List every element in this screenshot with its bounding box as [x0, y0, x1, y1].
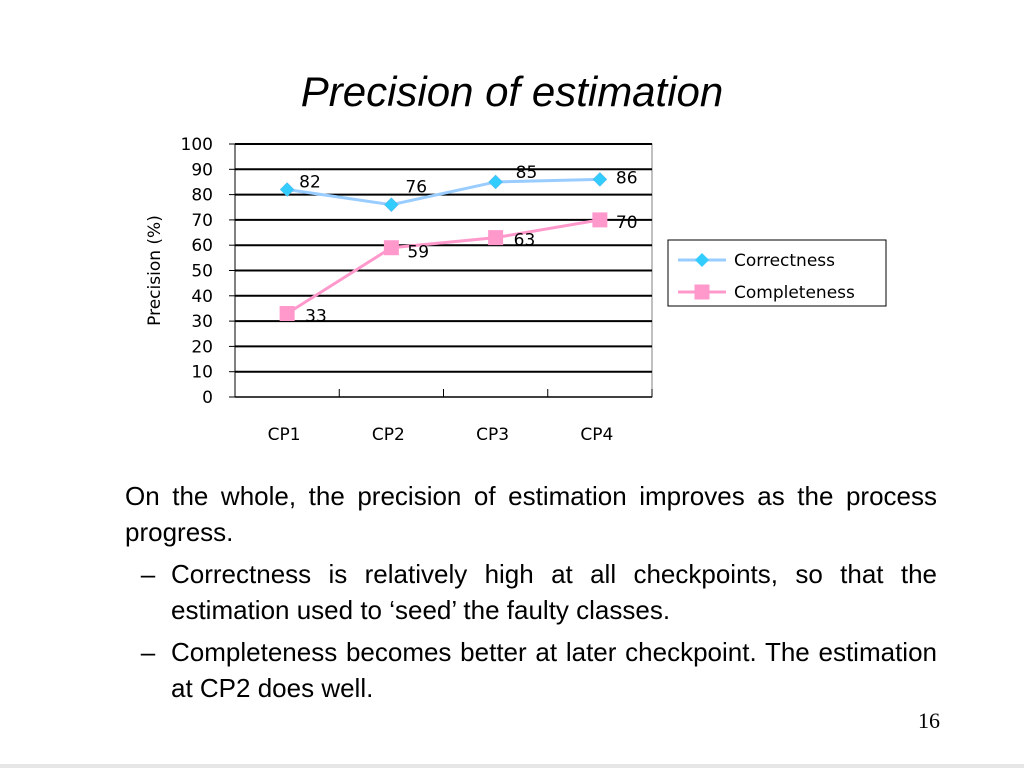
legend-marker [694, 284, 710, 300]
y-tick-label: 20 [191, 337, 213, 357]
data-point [279, 182, 295, 197]
y-tick-label: 100 [181, 135, 213, 155]
data-label: 63 [514, 231, 536, 251]
data-point [592, 172, 608, 187]
y-tick-label: 60 [191, 236, 213, 256]
data-point [279, 306, 295, 322]
y-tick-label: 0 [202, 388, 213, 408]
y-tick-label: 90 [191, 160, 213, 180]
page-number: 16 [918, 708, 940, 733]
y-axis-label: Precision (%) [145, 215, 165, 326]
bullet-text: Completeness becomes better at later che… [171, 637, 937, 703]
bullet-marker: – [140, 559, 156, 589]
footer-bar [0, 764, 1024, 768]
legend-label: Correctness [734, 251, 835, 271]
legend-label: Completeness [734, 283, 855, 303]
data-label: 59 [407, 243, 429, 263]
series-line [286, 177, 600, 207]
bullet-marker: – [140, 637, 156, 667]
data-label: 82 [299, 173, 321, 193]
data-label: 33 [305, 307, 327, 327]
y-tick-label: 40 [191, 287, 213, 307]
y-tick-label: 10 [191, 363, 213, 383]
precision-line-chart: 0 10 20 30 40 50 60 70 80 90 100 CP1 CP2 CP3 CP4 Precis… [145, 135, 887, 445]
bullet-text: Correctness is relatively high at all ch… [171, 559, 937, 625]
slide-title: Precision of estimation [300, 68, 724, 115]
data-point [488, 174, 503, 190]
data-point [592, 212, 608, 228]
series-line [286, 218, 601, 315]
intro-paragraph: On the whole, the precision of estimatio… [125, 481, 937, 547]
data-point [488, 230, 504, 246]
x-tick-label: CP3 [476, 425, 509, 445]
data-label: 85 [516, 163, 538, 183]
data-label: 70 [616, 213, 638, 233]
data-point [384, 197, 399, 213]
y-tick-label: 70 [191, 211, 213, 231]
y-tick-label: 50 [191, 262, 213, 282]
legend-marker [695, 253, 709, 267]
slide-body: On the whole, the precision of estimatio… [125, 478, 937, 706]
data-label: 86 [616, 168, 638, 188]
y-tick-label: 80 [191, 186, 213, 206]
x-tick-label: CP4 [580, 425, 613, 445]
y-tick-label: 30 [191, 312, 213, 332]
bullet-item: – Completeness becomes better at later c… [125, 634, 937, 706]
x-tick-label: CP1 [268, 425, 301, 445]
x-tick-label: CP2 [372, 425, 405, 445]
data-point [383, 240, 399, 256]
bullet-item: – Correctness is relatively high at all … [125, 556, 937, 628]
data-label: 76 [405, 178, 427, 198]
